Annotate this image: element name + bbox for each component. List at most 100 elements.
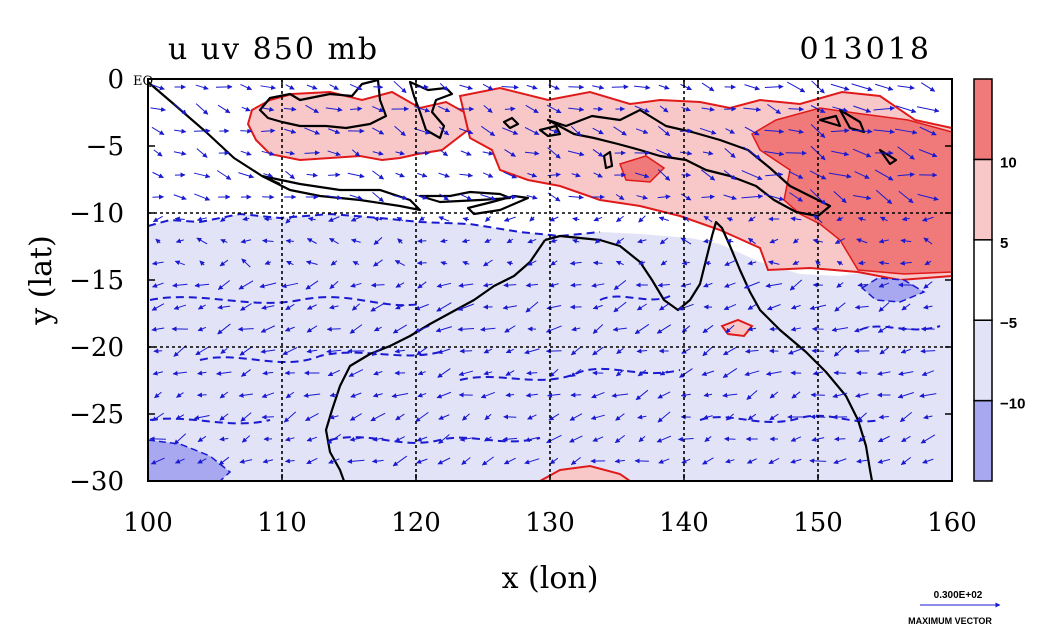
wind-vector <box>810 124 826 138</box>
wind-vector <box>702 324 714 334</box>
wind-vector <box>615 369 625 377</box>
wind-vector <box>241 369 251 377</box>
wind-vector <box>261 392 275 398</box>
wind-vector <box>349 413 362 421</box>
coastline-australia <box>324 220 874 481</box>
wind-vector <box>898 190 914 204</box>
wind-vector <box>284 326 295 332</box>
wind-vector <box>216 170 232 180</box>
wind-vector <box>416 172 428 178</box>
wind-vector <box>680 83 692 91</box>
wind-vector <box>901 435 911 443</box>
wind-vector <box>852 148 872 158</box>
x-tick-label: 100 <box>123 508 173 538</box>
wind-vector <box>745 348 759 354</box>
contour-line <box>149 417 271 425</box>
wind-vector <box>506 260 514 266</box>
wind-vector <box>373 216 383 222</box>
wind-vector <box>505 348 514 354</box>
wind-vector <box>415 411 429 423</box>
wind-vector <box>793 238 799 244</box>
wind-vector <box>435 326 453 333</box>
wind-vector <box>281 282 299 289</box>
wind-vector <box>874 169 894 181</box>
colorbar-label: 10 <box>1000 154 1017 171</box>
wind-vector <box>722 346 737 356</box>
wind-vector <box>700 169 716 181</box>
y-tick-label: −20 <box>69 333 124 363</box>
wind-vector <box>373 370 383 376</box>
wind-vector <box>326 195 343 201</box>
wind-vector <box>701 370 715 376</box>
wind-vector <box>440 238 448 244</box>
wind-vector <box>241 106 251 112</box>
x-tick-label: 130 <box>525 508 575 538</box>
wind-vector <box>440 149 449 157</box>
wind-vector <box>524 127 540 135</box>
wind-vector <box>899 260 912 266</box>
wind-vector <box>264 260 272 265</box>
coastline-solomon <box>878 148 898 166</box>
wind-vector <box>854 171 870 179</box>
wind-vector <box>923 414 933 420</box>
wind-vector <box>526 194 538 200</box>
wind-vector <box>920 348 936 354</box>
wind-vector <box>878 238 889 244</box>
wind-vector <box>592 324 604 334</box>
wind-vector <box>174 128 187 134</box>
wind-vector <box>703 392 713 398</box>
wind-vector <box>526 84 538 90</box>
wind-vector <box>373 237 383 245</box>
wind-vector <box>768 260 780 266</box>
wind-vector <box>747 326 757 332</box>
wind-vector <box>879 347 889 355</box>
wind-vector <box>919 126 937 136</box>
wind-vector <box>548 413 560 421</box>
wind-vector <box>877 435 890 443</box>
wind-vector <box>151 84 165 91</box>
wind-vector <box>176 392 184 398</box>
wind-vector <box>329 280 339 290</box>
wind-vector <box>704 260 712 266</box>
wind-vector <box>437 368 451 378</box>
wind-vector <box>395 413 405 421</box>
wind-vector <box>151 412 164 422</box>
wind-vector <box>547 392 561 398</box>
wind-vector <box>769 238 779 244</box>
wind-vector <box>395 150 405 156</box>
wind-vector <box>172 370 187 376</box>
wind-vector <box>417 370 426 376</box>
wind-vector <box>657 411 671 423</box>
wind-vector <box>592 436 604 442</box>
wind-vector <box>836 260 844 266</box>
wind-vector <box>549 216 559 222</box>
wind-vector <box>853 194 872 201</box>
wind-vector <box>878 282 890 288</box>
wind-vector <box>525 282 538 288</box>
wind-vector <box>788 129 804 135</box>
wind-vector <box>549 368 559 378</box>
wind-vector <box>857 216 866 222</box>
wind-vector <box>195 84 209 90</box>
wind-vector <box>502 304 518 310</box>
wind-vector <box>900 456 912 466</box>
wind-vector <box>329 392 339 398</box>
wind-vector <box>151 126 165 136</box>
wind-vector <box>878 414 889 420</box>
wind-vector <box>570 457 581 465</box>
wind-vector <box>680 237 692 245</box>
wind-vector <box>636 348 648 354</box>
wind-vector <box>219 413 229 421</box>
wind-vector <box>438 172 450 178</box>
wind-vector <box>461 457 471 465</box>
wind-vector <box>328 458 340 464</box>
wind-vector <box>768 457 780 465</box>
wind-vector <box>592 149 604 157</box>
wind-vector <box>836 216 844 221</box>
wind-vector <box>217 323 231 335</box>
contour-line <box>148 212 601 238</box>
wind-vector <box>854 304 869 310</box>
wind-vector <box>218 456 230 466</box>
wind-vector <box>681 260 690 266</box>
wind-vector <box>592 304 603 310</box>
